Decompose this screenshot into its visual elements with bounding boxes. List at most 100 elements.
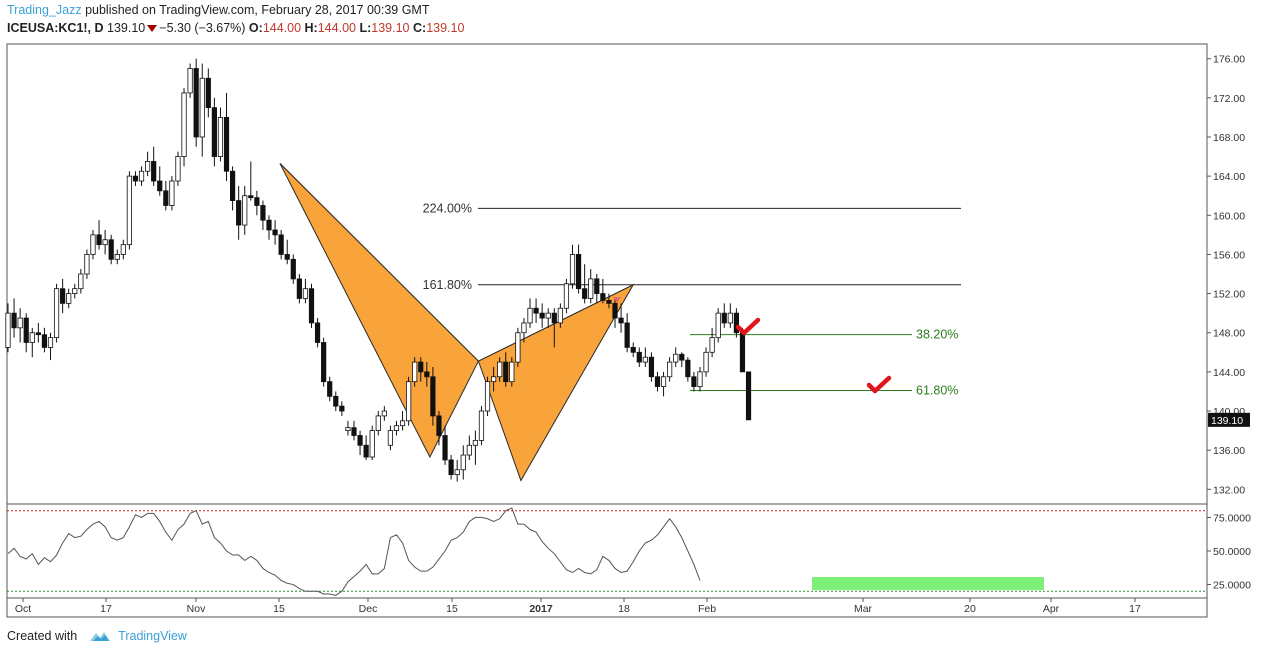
candle-body: [521, 322, 527, 334]
fib-label: 61.80%: [916, 383, 958, 397]
candle-body: [248, 195, 254, 199]
candle-body: [193, 68, 199, 138]
price-tick-label: 152.00: [1213, 289, 1245, 301]
candle-body: [333, 395, 339, 407]
candle-body: [132, 175, 139, 182]
candle-body: [393, 425, 400, 431]
candle-body: [223, 117, 230, 172]
candle-body: [466, 444, 472, 456]
last-price-label: 139.10: [1211, 415, 1243, 427]
candle-body: [490, 376, 497, 383]
candle-body: [229, 170, 236, 201]
candle-body: [406, 381, 412, 422]
candle-body: [673, 353, 679, 363]
candle-body: [11, 312, 17, 329]
candle-body: [594, 278, 600, 294]
annotations: [613, 297, 892, 394]
close-label: C:: [412, 21, 427, 35]
oscillator-line: [7, 507, 701, 596]
candle-body: [527, 307, 533, 324]
candle-body: [272, 229, 278, 236]
last-price-box: [1208, 412, 1250, 427]
candle-series: [5, 58, 752, 482]
low-value: 139.10: [371, 21, 410, 35]
candle-body: [375, 415, 381, 431]
candle-body: [339, 405, 345, 412]
price-tick-label: 132.00: [1213, 484, 1245, 496]
close-value: 139.10: [426, 21, 465, 35]
author-link[interactable]: Trading_Jazz: [7, 3, 82, 17]
candle-body: [691, 376, 697, 387]
candle-body: [175, 156, 181, 182]
candle-body: [66, 293, 72, 304]
candle-body: [484, 381, 491, 412]
osc-tick-label: 50.0000: [1213, 546, 1251, 558]
tradingview-logo-icon: [89, 632, 110, 641]
candle-body: [582, 288, 588, 299]
candle-body: [448, 459, 454, 476]
time-label: 15: [446, 603, 458, 615]
price-change: −5.30 (−3.67%): [159, 21, 246, 35]
candle-body: [418, 361, 424, 373]
candle-body: [181, 92, 187, 157]
price-tick-label: 156.00: [1213, 249, 1245, 261]
candle-body: [703, 351, 709, 373]
highlight-zone: [812, 577, 1044, 590]
candle-body: [302, 288, 309, 299]
price-tick-label: 160.00: [1213, 210, 1245, 222]
candle-body: [163, 190, 169, 206]
candle-body: [260, 205, 266, 221]
candle-body: [138, 170, 145, 182]
candle-body: [588, 278, 594, 299]
price-tick-label: 168.00: [1213, 132, 1245, 144]
candle-body: [108, 239, 114, 260]
candle-body: [503, 361, 509, 383]
candle-body: [533, 307, 539, 314]
candle-body: [102, 239, 108, 246]
candle-body: [454, 469, 460, 476]
osc-tick-label: 25.0000: [1213, 580, 1251, 592]
candle-body: [424, 371, 430, 378]
candle-body: [697, 371, 703, 387]
candle-body: [624, 322, 630, 348]
candle-body: [509, 361, 515, 383]
price-tick-label: 136.00: [1213, 445, 1245, 457]
fib-label: 38.20%: [916, 328, 958, 342]
candle-body: [612, 302, 618, 319]
candle-body: [739, 332, 746, 373]
time-label: 17: [1129, 603, 1141, 615]
time-label: Mar: [854, 603, 873, 615]
time-label: Apr: [1043, 603, 1060, 615]
high-value: 144.00: [317, 21, 356, 35]
tradingview-brand[interactable]: TradingView: [118, 629, 187, 643]
candle-body: [436, 415, 442, 436]
candle-body: [685, 359, 691, 378]
candle-body: [618, 317, 624, 324]
candle-body: [387, 430, 394, 446]
candle-body: [569, 254, 576, 285]
low-label: L:: [359, 21, 372, 35]
candle-body: [308, 288, 315, 324]
footer: Created with TradingView: [7, 629, 187, 643]
candle-body: [497, 361, 503, 378]
candle-body: [575, 254, 582, 290]
candle-body: [78, 273, 84, 290]
candle-body: [266, 219, 272, 231]
down-arrow-icon: [613, 297, 621, 303]
candle-body: [357, 435, 363, 446]
candle-body: [236, 200, 242, 226]
candle-body: [399, 420, 406, 427]
candle-body: [217, 117, 224, 157]
candle-body: [551, 312, 557, 324]
published-text: published on TradingView.com, February 2…: [85, 3, 430, 17]
candle-body: [630, 347, 636, 353]
time-label: 15: [273, 603, 285, 615]
candle-body: [642, 356, 648, 363]
candle-body: [715, 312, 721, 339]
candle-body: [654, 376, 661, 387]
down-triangle-icon: [147, 25, 158, 33]
price-tick-label: 148.00: [1213, 328, 1245, 340]
price-tick-label: 172.00: [1213, 93, 1245, 105]
candle-body: [721, 312, 727, 324]
